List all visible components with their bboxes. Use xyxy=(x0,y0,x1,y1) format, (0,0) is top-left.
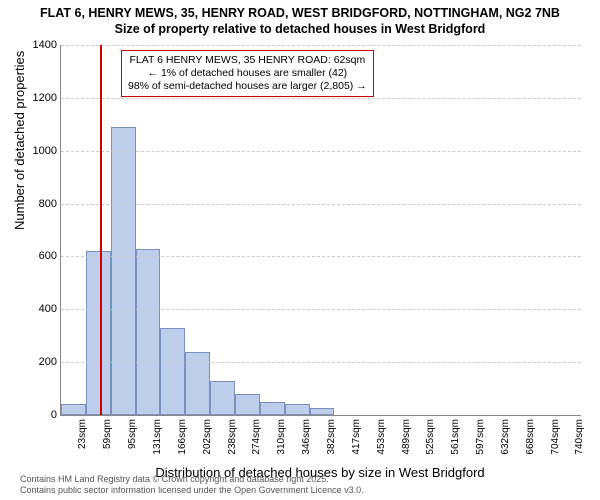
title-line-1: FLAT 6, HENRY MEWS, 35, HENRY ROAD, WEST… xyxy=(0,6,600,22)
histogram-bar xyxy=(160,328,185,415)
ytick-label: 800 xyxy=(39,198,57,210)
ytick-label: 1200 xyxy=(33,92,57,104)
marker-line xyxy=(100,45,102,415)
plot-area: 020040060080010001200140023sqm59sqm95sqm… xyxy=(60,45,581,416)
gridline-h xyxy=(61,309,581,310)
annotation-line: FLAT 6 HENRY MEWS, 35 HENRY ROAD: 62sqm xyxy=(128,54,367,67)
histogram-bar xyxy=(285,404,310,415)
gridline-h xyxy=(61,45,581,46)
gridline-h xyxy=(61,98,581,99)
xtick-label: 525sqm xyxy=(425,419,436,455)
ytick-label: 1000 xyxy=(33,145,57,157)
xtick-label: 382sqm xyxy=(326,419,337,455)
annotation-line: 98% of semi-detached houses are larger (… xyxy=(128,80,367,93)
xtick-label: 274sqm xyxy=(251,419,262,455)
bars-layer xyxy=(61,45,581,415)
histogram-bar xyxy=(61,404,86,415)
xtick-label: 202sqm xyxy=(202,419,213,455)
xtick-label: 597sqm xyxy=(475,419,486,455)
xtick-label: 346sqm xyxy=(301,419,312,455)
chart-container: FLAT 6, HENRY MEWS, 35, HENRY ROAD, WEST… xyxy=(0,0,600,500)
xtick-label: 561sqm xyxy=(450,419,461,455)
histogram-bar xyxy=(111,127,136,415)
footer-line-1: Contains HM Land Registry data © Crown c… xyxy=(20,474,364,485)
xtick-label: 632sqm xyxy=(500,419,511,455)
xtick-label: 95sqm xyxy=(127,419,138,449)
xtick-label: 453sqm xyxy=(376,419,387,455)
xtick-label: 23sqm xyxy=(77,419,88,449)
chart-title: FLAT 6, HENRY MEWS, 35, HENRY ROAD, WEST… xyxy=(0,0,600,37)
xtick-label: 131sqm xyxy=(152,419,163,455)
xtick-label: 668sqm xyxy=(525,419,536,455)
ytick-label: 1400 xyxy=(33,39,57,51)
xtick-label: 238sqm xyxy=(227,419,238,455)
annotation-line: ← 1% of detached houses are smaller (42) xyxy=(128,67,367,80)
ytick-label: 600 xyxy=(39,250,57,262)
xtick-label: 704sqm xyxy=(550,419,561,455)
ytick-label: 0 xyxy=(51,409,57,421)
y-axis-label: Number of detached properties xyxy=(12,51,27,230)
footer-attribution: Contains HM Land Registry data © Crown c… xyxy=(20,474,364,496)
xtick-label: 740sqm xyxy=(574,419,585,455)
histogram-bar xyxy=(86,251,111,415)
histogram-bar xyxy=(235,394,260,415)
xtick-label: 166sqm xyxy=(177,419,188,455)
ytick-label: 200 xyxy=(39,356,57,368)
gridline-h xyxy=(61,362,581,363)
histogram-bar xyxy=(210,381,235,415)
gridline-h xyxy=(61,204,581,205)
annotation-box: FLAT 6 HENRY MEWS, 35 HENRY ROAD: 62sqm←… xyxy=(121,50,374,97)
histogram-bar xyxy=(185,352,210,415)
gridline-h xyxy=(61,151,581,152)
histogram-bar xyxy=(136,249,161,416)
histogram-bar xyxy=(260,402,285,415)
xtick-label: 489sqm xyxy=(401,419,412,455)
histogram-bar xyxy=(310,408,335,415)
gridline-h xyxy=(61,256,581,257)
title-line-2: Size of property relative to detached ho… xyxy=(0,22,600,38)
ytick-label: 400 xyxy=(39,303,57,315)
xtick-label: 310sqm xyxy=(276,419,287,455)
xtick-label: 59sqm xyxy=(102,419,113,449)
footer-line-2: Contains public sector information licen… xyxy=(20,485,364,496)
xtick-label: 417sqm xyxy=(351,419,362,455)
